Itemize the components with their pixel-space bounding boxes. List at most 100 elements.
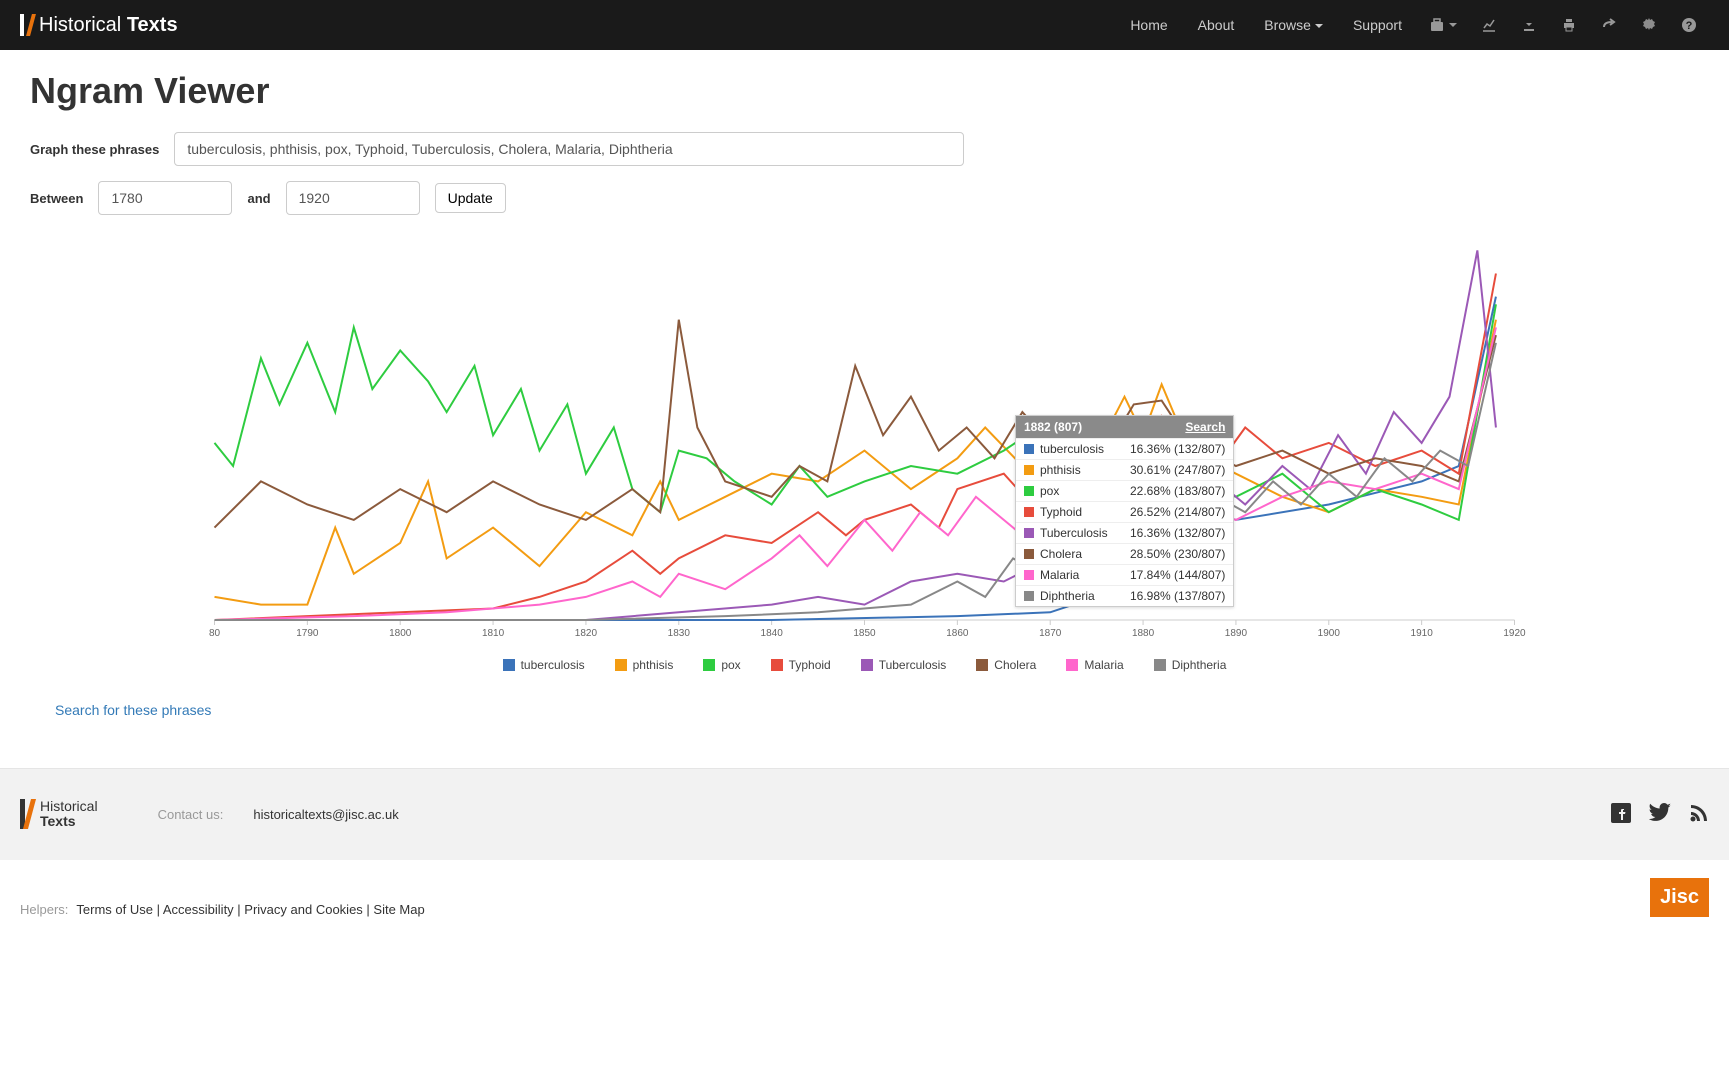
rss-icon[interactable] xyxy=(1689,803,1709,826)
tooltip-series-name: Diphtheria xyxy=(1040,589,1124,603)
tooltip-series-name: phthisis xyxy=(1040,463,1124,477)
tooltip-row: tuberculosis16.36% (132/807) xyxy=(1016,438,1233,459)
search-phrases-link[interactable]: Search for these phrases xyxy=(55,702,211,718)
tooltip-search-link[interactable]: Search xyxy=(1185,420,1225,434)
tooltip-series-name: Malaria xyxy=(1040,568,1124,582)
legend-item[interactable]: phthisis xyxy=(615,658,674,672)
legend-label: Typhoid xyxy=(789,658,831,672)
svg-text:1890: 1890 xyxy=(1225,628,1248,639)
tooltip-series-value: 17.84% (144/807) xyxy=(1130,568,1225,582)
svg-text:1920: 1920 xyxy=(1503,628,1526,639)
accessibility-link[interactable]: Accessibility xyxy=(163,902,234,917)
logo-bar-icon xyxy=(26,14,36,36)
tooltip-total: (807) xyxy=(1054,420,1082,434)
helpers-bar: Helpers: Terms of Use | Accessibility | … xyxy=(0,860,1729,957)
legend-item[interactable]: Tuberculosis xyxy=(861,658,947,672)
legend-item[interactable]: Typhoid xyxy=(771,658,831,672)
tooltip-row: Diphtheria16.98% (137/807) xyxy=(1016,585,1233,606)
update-button[interactable]: Update xyxy=(435,183,506,213)
sitemap-link[interactable]: Site Map xyxy=(373,902,424,917)
tooltip-row: pox22.68% (183/807) xyxy=(1016,480,1233,501)
legend-label: tuberculosis xyxy=(521,658,585,672)
privacy-link[interactable]: Privacy and Cookies xyxy=(244,902,363,917)
svg-text:1850: 1850 xyxy=(853,628,876,639)
briefcase-icon[interactable] xyxy=(1417,2,1469,48)
nav-home[interactable]: Home xyxy=(1115,2,1182,48)
svg-text:1810: 1810 xyxy=(482,628,505,639)
help-icon[interactable]: ? xyxy=(1669,2,1709,48)
tooltip-series-name: Cholera xyxy=(1040,547,1124,561)
legend-label: Malaria xyxy=(1084,658,1123,672)
legend-swatch-icon xyxy=(771,659,783,671)
tooltip-swatch-icon xyxy=(1024,549,1034,559)
svg-text:1830: 1830 xyxy=(668,628,691,639)
phrases-input[interactable] xyxy=(174,132,964,166)
legend-item[interactable]: Diphtheria xyxy=(1154,658,1227,672)
share-icon[interactable] xyxy=(1589,2,1629,48)
svg-text:1800: 1800 xyxy=(389,628,412,639)
tooltip-series-name: Typhoid xyxy=(1040,505,1124,519)
legend-swatch-icon xyxy=(861,659,873,671)
legend-swatch-icon xyxy=(1154,659,1166,671)
nav-about[interactable]: About xyxy=(1183,2,1250,48)
tooltip-swatch-icon xyxy=(1024,570,1034,580)
page-title: Ngram Viewer xyxy=(30,70,1699,112)
phrases-row: Graph these phrases xyxy=(30,132,1699,166)
download-icon[interactable] xyxy=(1509,2,1549,48)
svg-text:1900: 1900 xyxy=(1318,628,1341,639)
nav-browse[interactable]: Browse xyxy=(1249,2,1338,48)
tooltip-row: phthisis 30.61% (247/807) xyxy=(1016,459,1233,480)
legend-swatch-icon xyxy=(976,659,988,671)
footer-social xyxy=(1611,803,1709,826)
footer-logo[interactable]: HistoricalTexts xyxy=(20,799,98,830)
caret-icon xyxy=(1315,24,1323,28)
legend-swatch-icon xyxy=(703,659,715,671)
main-container: Ngram Viewer Graph these phrases Between… xyxy=(0,50,1729,768)
legend-item[interactable]: Cholera xyxy=(976,658,1036,672)
twitter-icon[interactable] xyxy=(1649,803,1671,826)
svg-text:1840: 1840 xyxy=(761,628,784,639)
tooltip-series-value: 16.36% (132/807) xyxy=(1130,526,1225,540)
legend-swatch-icon xyxy=(1066,659,1078,671)
contact-email[interactable]: historicaltexts@jisc.ac.uk xyxy=(253,807,398,822)
chart-tooltip: 1882 (807) Search tuberculosis16.36% (13… xyxy=(1015,415,1234,607)
top-navbar: Historical Texts Home About Browse Suppo… xyxy=(0,0,1729,50)
print-icon[interactable] xyxy=(1549,2,1589,48)
footer-logo-text: HistoricalTexts xyxy=(40,799,98,830)
tooltip-row: Cholera28.50% (230/807) xyxy=(1016,543,1233,564)
tooltip-row: Tuberculosis 16.36% (132/807) xyxy=(1016,522,1233,543)
tooltip-header: 1882 (807) Search xyxy=(1016,416,1233,438)
tooltip-series-name: tuberculosis xyxy=(1040,442,1124,456)
svg-text:1910: 1910 xyxy=(1411,628,1434,639)
tooltip-series-name: Tuberculosis xyxy=(1040,526,1124,540)
legend-item[interactable]: tuberculosis xyxy=(503,658,585,672)
tooltip-swatch-icon xyxy=(1024,507,1034,517)
facebook-icon[interactable] xyxy=(1611,803,1631,826)
legend-item[interactable]: Malaria xyxy=(1066,658,1123,672)
tooltip-swatch-icon xyxy=(1024,591,1034,601)
chart-area: 8017901800181018201830184018501860187018… xyxy=(30,230,1699,672)
tooltip-swatch-icon xyxy=(1024,444,1034,454)
nav-support[interactable]: Support xyxy=(1338,2,1417,48)
legend-label: phthisis xyxy=(633,658,674,672)
jisc-logo[interactable]: Jisc xyxy=(1650,878,1709,917)
legend-label: Cholera xyxy=(994,658,1036,672)
legend-swatch-icon xyxy=(503,659,515,671)
tooltip-series-value: 30.61% (247/807) xyxy=(1130,463,1225,477)
tooltip-swatch-icon xyxy=(1024,486,1034,496)
legend-swatch-icon xyxy=(615,659,627,671)
gear-icon[interactable] xyxy=(1629,2,1669,48)
chart-icon[interactable] xyxy=(1469,2,1509,48)
brand-text-1: Historical xyxy=(39,14,121,36)
brand-text-2: Texts xyxy=(127,14,178,36)
ngram-chart[interactable]: 8017901800181018201830184018501860187018… xyxy=(30,230,1699,650)
svg-text:?: ? xyxy=(1686,20,1693,32)
brand[interactable]: Historical Texts xyxy=(20,14,178,37)
and-label: and xyxy=(247,191,270,206)
years-row: Between and Update xyxy=(30,181,1699,215)
legend-item[interactable]: pox xyxy=(703,658,740,672)
terms-link[interactable]: Terms of Use xyxy=(76,902,153,917)
svg-text:1820: 1820 xyxy=(575,628,598,639)
year-from-input[interactable] xyxy=(98,181,232,215)
year-to-input[interactable] xyxy=(286,181,420,215)
